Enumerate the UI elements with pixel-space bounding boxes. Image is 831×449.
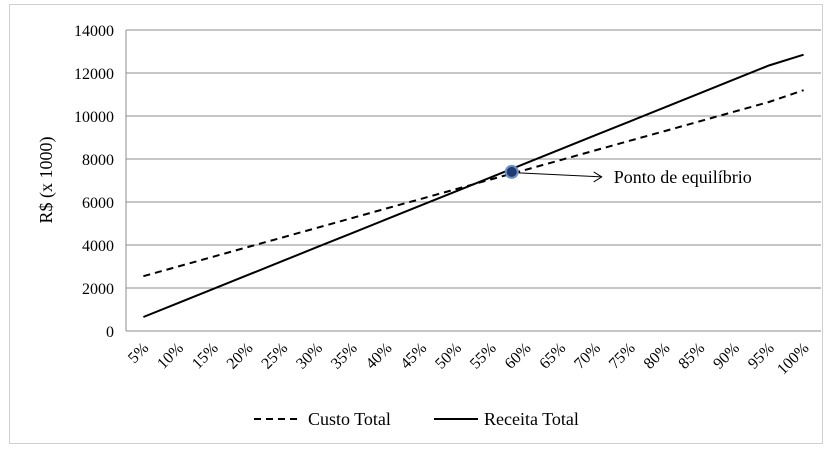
x-tick-label: 25%: [258, 340, 291, 373]
x-tick-label: 70%: [571, 340, 604, 373]
y-tick-label: 14000: [74, 23, 114, 40]
y-tick-label: 0: [106, 324, 114, 341]
annotation-arrow-head: [593, 171, 603, 183]
gridlines: [125, 29, 821, 332]
x-tick-label: 85%: [675, 340, 708, 373]
y-tick-label: 10000: [74, 109, 114, 126]
legend-label: Receita Total: [484, 409, 579, 429]
x-tick-label: 45%: [397, 340, 430, 373]
annotation-label: Ponto de equilíbrio: [614, 167, 752, 187]
x-tick-label: 75%: [606, 340, 639, 373]
breakeven-point-marker: [504, 164, 519, 179]
x-tick-label: 5%: [125, 340, 152, 367]
x-tick-label: 10%: [154, 340, 187, 373]
y-tick-labels: 0 2000 4000 6000 8000 10000 12000 14000: [74, 23, 114, 341]
x-tick-label: 60%: [502, 340, 535, 373]
x-tick-labels: 5% 10% 15% 20% 25% 30% 35% 40% 45% 50% 55% 60% 65% 70…: [125, 340, 812, 378]
x-tick-label: 50%: [432, 340, 465, 373]
chart-frame: [9, 4, 823, 444]
x-tick-label: 30%: [293, 340, 326, 373]
x-tick-label: 95%: [745, 340, 778, 373]
y-tick-label: 6000: [82, 195, 114, 212]
y-tick-label: 4000: [82, 238, 114, 255]
x-tick-label: 35%: [328, 340, 361, 373]
y-tick-label: 8000: [82, 152, 114, 169]
series-lines: [143, 53, 804, 318]
x-tick-label: 65%: [536, 340, 569, 373]
legend: Custo Total Receita Total: [254, 409, 579, 429]
x-tick-label: 15%: [189, 340, 222, 373]
annotation: Ponto de equilíbrio: [504, 164, 752, 187]
y-tick-label: 12000: [74, 66, 114, 83]
y-tick-label: 2000: [82, 281, 114, 298]
x-tick-label: 90%: [710, 340, 743, 373]
annotation-arrow-line: [518, 172, 602, 178]
x-tick-label: 20%: [224, 340, 257, 373]
x-tick-label: 80%: [641, 340, 674, 373]
x-tick-label: 55%: [467, 340, 500, 373]
series-line-receita-total: [143, 53, 804, 318]
legend-label: Custo Total: [308, 409, 391, 429]
y-axis-title: R$ (x 1000): [36, 137, 57, 224]
x-tick-label: 100%: [774, 340, 812, 378]
x-tick-label: 40%: [363, 340, 396, 373]
